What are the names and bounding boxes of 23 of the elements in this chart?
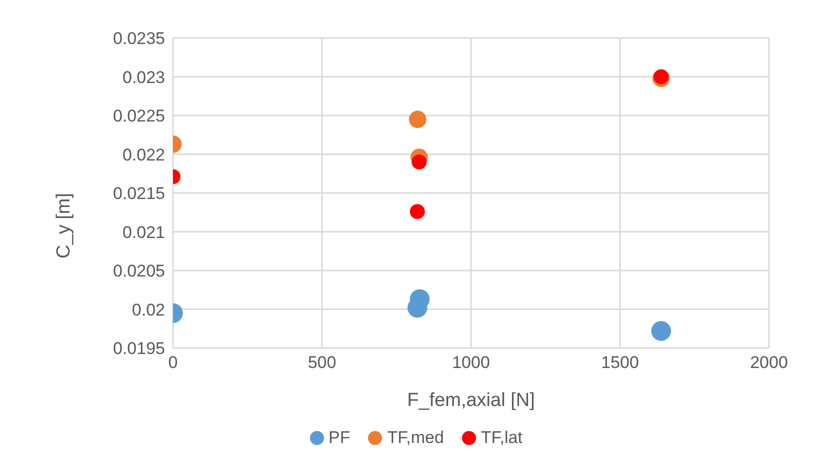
y-tick-label: 0.0215 (113, 184, 165, 204)
point (410, 204, 425, 220)
x-tick-label: 500 (308, 353, 336, 372)
legend-label: PF (328, 428, 350, 448)
y-tick-label: 0.0195 (113, 339, 165, 358)
legend-label: TF,lat (480, 428, 522, 448)
y-tick-label: 0.0235 (113, 29, 165, 48)
x-tick-label: 1500 (601, 353, 639, 372)
y-axis-title: C_y [m] (54, 193, 75, 258)
y-tick-label: 0.02 (132, 300, 165, 320)
point (408, 110, 426, 128)
y-tick-label: 0.0205 (113, 262, 165, 281)
point (651, 321, 672, 341)
y-tick-label: 0.022 (122, 145, 165, 164)
x-tick-label: 1000 (452, 353, 490, 372)
x-tick-label: 2000 (750, 353, 788, 372)
x-axis-title: F_fem,axial [N] (407, 390, 535, 411)
x-tick-label: 0 (168, 353, 178, 372)
y-tick-label: 0.023 (122, 68, 165, 87)
y-tick-label: 0.021 (122, 222, 165, 242)
point (412, 154, 427, 170)
y-tick-label: 0.0225 (113, 106, 165, 126)
legend-label: TF,med (387, 428, 444, 448)
